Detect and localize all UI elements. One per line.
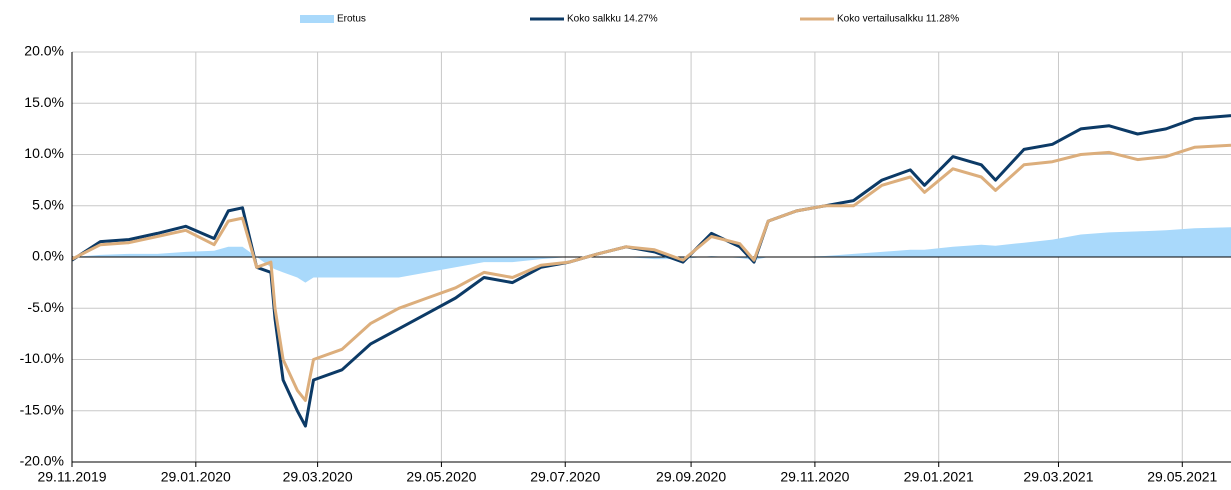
x-tick-label: 29.05.2021 — [1147, 469, 1217, 485]
y-tick-label: 0.0% — [32, 248, 64, 264]
line — [71, 114, 1231, 428]
y-tick-label: -20.0% — [20, 453, 64, 469]
x-tick-label: 29.05.2020 — [406, 469, 476, 485]
x-tick-label: 29.03.2020 — [283, 469, 353, 485]
y-tick-label: -15.0% — [20, 401, 64, 417]
x-tick-label: 29.09.2020 — [656, 469, 726, 485]
x-tick-label: 29.11.2020 — [780, 469, 849, 485]
legend-label: Koko vertailusalkku 11.28% — [837, 14, 959, 25]
area — [72, 227, 1231, 283]
y-tick-label: -10.0% — [20, 350, 64, 366]
legend-label: Koko salkku 14.27% — [567, 14, 658, 25]
x-tick-label: 29.03.2021 — [1023, 469, 1093, 485]
legend-swatch — [300, 15, 334, 23]
line — [71, 143, 1231, 402]
legend-item: Koko vertailusalkku 11.28% — [800, 14, 959, 25]
x-tick-label: 29.11.2019 — [37, 469, 106, 485]
legend-label: Erotus — [337, 14, 366, 25]
x-tick-label: 29.01.2020 — [161, 469, 231, 485]
y-tick-label: 20.0% — [24, 43, 64, 59]
legend-item: Erotus — [300, 14, 366, 25]
y-tick-label: -5.0% — [27, 299, 64, 315]
legend-item: Koko salkku 14.27% — [530, 14, 658, 25]
y-tick-label: 5.0% — [32, 196, 64, 212]
y-tick-label: 15.0% — [24, 94, 64, 110]
x-tick-label: 29.01.2021 — [904, 469, 974, 485]
y-tick-label: 10.0% — [24, 145, 64, 161]
x-tick-label: 29.07.2020 — [530, 469, 600, 485]
